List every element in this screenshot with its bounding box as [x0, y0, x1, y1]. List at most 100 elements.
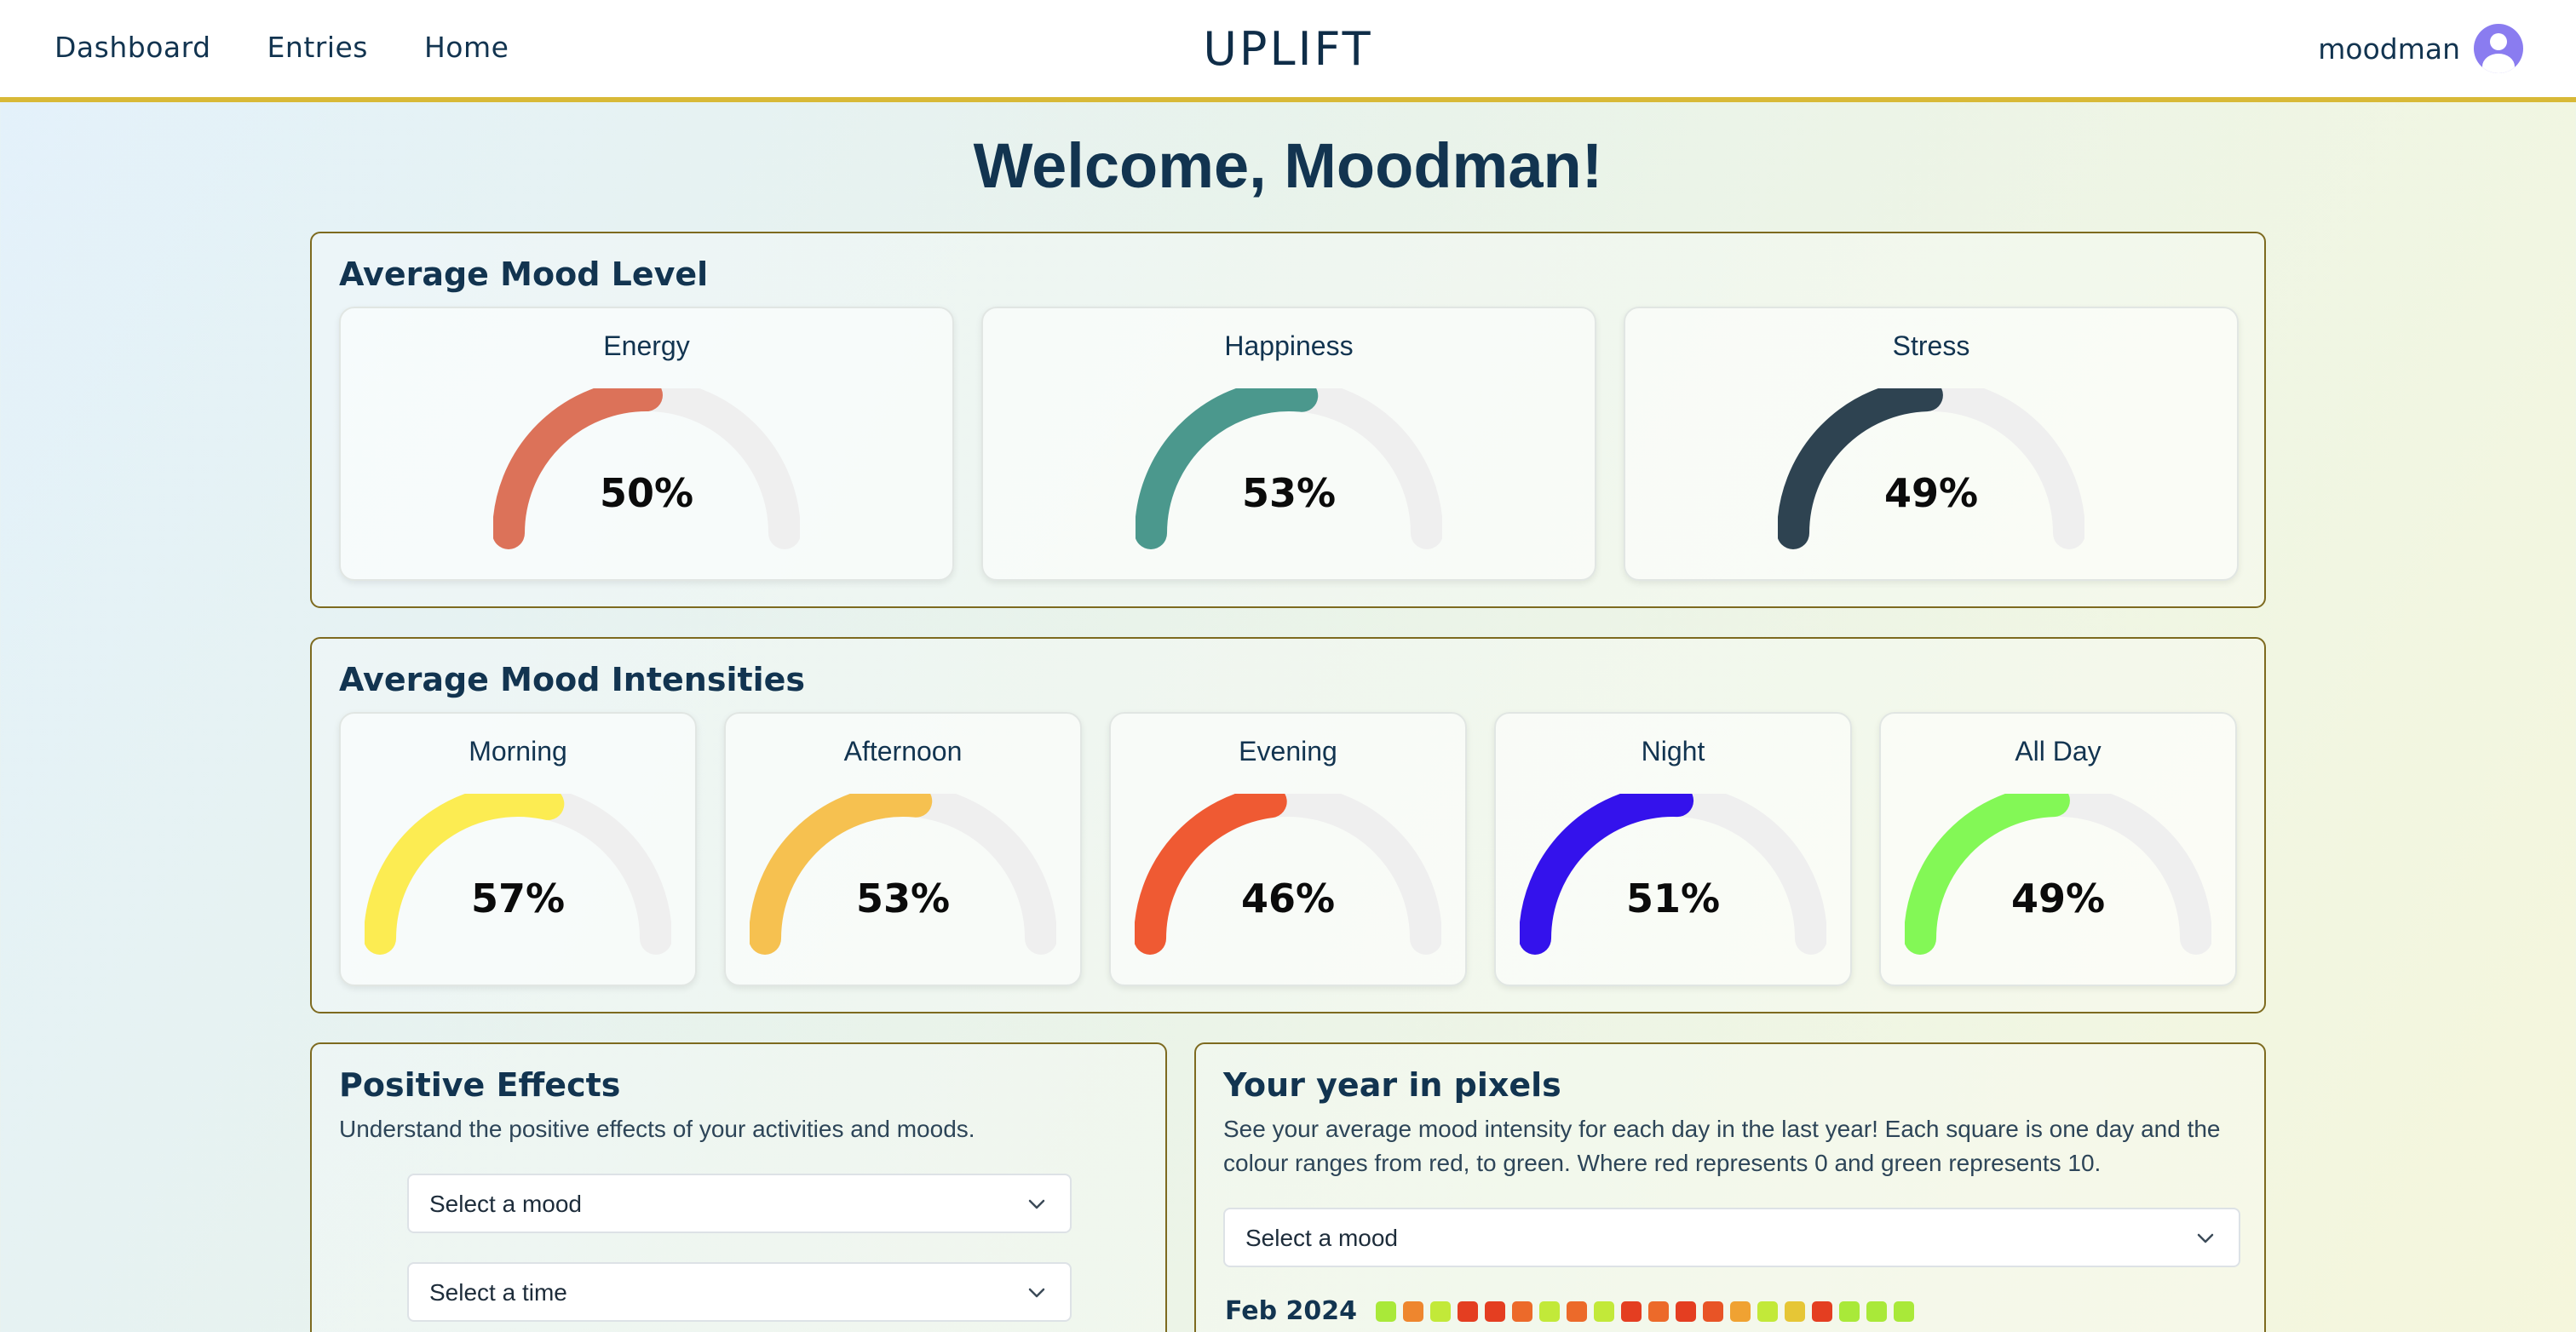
gauge-all-day: 49% [1905, 794, 2211, 956]
gauge-label: Night [1641, 736, 1705, 766]
pixel-day[interactable] [1703, 1300, 1724, 1322]
gauge-card-happiness: Happiness 53% [981, 307, 1596, 581]
gauge-label: Stress [1892, 330, 1970, 361]
time-select[interactable]: Select a time [407, 1262, 1072, 1322]
gauge-afternoon: 53% [750, 794, 1056, 956]
gauge-fill [493, 388, 663, 549]
pixel-day[interactable] [1866, 1300, 1888, 1322]
gauge-morning: 57% [365, 794, 671, 956]
nav-entries-link[interactable]: Entries [267, 31, 368, 64]
year-in-pixels-panel: Your year in pixels See your average moo… [1194, 1042, 2266, 1332]
pixel-day[interactable] [1567, 1300, 1588, 1322]
gauge-arc [365, 794, 671, 955]
pixel-day[interactable] [1512, 1300, 1533, 1322]
chevron-down-icon [1028, 1199, 1045, 1209]
user-menu[interactable]: moodman [2318, 24, 2523, 73]
gauge-value: 46% [1240, 876, 1336, 921]
gauge-value: 49% [2010, 876, 2106, 921]
pixel-day[interactable] [1621, 1300, 1642, 1322]
pixels-month-row: Feb 2024 [1225, 1296, 1921, 1326]
gauge-arc [493, 388, 800, 549]
main-nav: Dashboard Entries Home [55, 31, 509, 64]
gauge-stress: 49% [1778, 388, 2084, 550]
nav-home-link[interactable]: Home [423, 31, 509, 64]
gauge-fill [365, 794, 565, 955]
gauge-happiness: 53% [1136, 388, 1442, 550]
gauge-card-morning: Morning 57% [339, 712, 697, 986]
pixel-day[interactable] [1539, 1300, 1561, 1322]
mood-intensities-panel: Average Mood Intensities Morning 57% Aft… [310, 637, 2266, 1013]
gauge-card-night: Night 51% [1494, 712, 1852, 986]
pixel-day[interactable] [1730, 1300, 1751, 1322]
chevron-down-icon [1028, 1288, 1045, 1298]
mood-level-panel: Average Mood Level Energy 50% Happiness … [310, 232, 2266, 608]
gauge-fill [1905, 794, 2070, 955]
gauge-value: 57% [470, 876, 566, 921]
gauge-energy: 50% [493, 388, 800, 550]
pixel-day[interactable] [1430, 1300, 1452, 1322]
pixel-day[interactable] [1376, 1300, 1397, 1322]
gauge-value: 51% [1625, 876, 1721, 921]
gauge-night: 51% [1520, 794, 1826, 956]
gauge-card-afternoon: Afternoon 53% [724, 712, 1082, 986]
gauge-label: Morning [469, 736, 567, 766]
gauge-fill [750, 794, 933, 955]
mood-level-title: Average Mood Level [339, 255, 709, 293]
positive-effects-panel: Positive Effects Understand the positive… [310, 1042, 1167, 1332]
gauge-value: 53% [855, 876, 951, 921]
gauge-fill [1136, 388, 1319, 549]
gauge-label: Evening [1239, 736, 1337, 766]
gauge-value: 53% [1241, 470, 1337, 516]
positive-effects-title: Positive Effects [339, 1066, 621, 1104]
year-in-pixels-title: Your year in pixels [1223, 1066, 1561, 1104]
gauge-evening: 46% [1135, 794, 1441, 956]
pixel-day[interactable] [1403, 1300, 1424, 1322]
brand-logo-wrap: UPLIFT [0, 22, 2576, 76]
pixel-day[interactable] [1485, 1300, 1506, 1322]
pixel-day[interactable] [1894, 1300, 1915, 1322]
pixel-day[interactable] [1757, 1300, 1779, 1322]
gauge-arc [1905, 794, 2211, 955]
gauge-arc [1136, 388, 1442, 549]
brand-logo[interactable]: UPLIFT [1203, 22, 1373, 76]
gauge-label: Happiness [1224, 330, 1354, 361]
pixels-mood-select-value: Select a mood [1245, 1225, 1398, 1251]
pixel-day[interactable] [1785, 1300, 1806, 1322]
gauge-label: Energy [603, 330, 690, 361]
user-avatar-icon[interactable] [2474, 24, 2523, 73]
pixel-day[interactable] [1839, 1300, 1860, 1322]
gauge-arc [750, 794, 1056, 955]
top-navbar: Dashboard Entries Home UPLIFT moodman [0, 0, 2576, 102]
page-title: Welcome, Moodman! [973, 130, 1603, 201]
gauge-value: 49% [1883, 470, 1979, 516]
chevron-down-icon [2197, 1233, 2214, 1243]
positive-effects-subtitle: Understand the positive effects of your … [339, 1116, 975, 1142]
pixel-squares [1376, 1300, 1921, 1322]
pixel-day[interactable] [1594, 1300, 1615, 1322]
pixels-mood-select[interactable]: Select a mood [1223, 1208, 2240, 1267]
mood-select-value: Select a mood [429, 1191, 582, 1217]
gauge-fill [1778, 388, 1943, 549]
pixel-day[interactable] [1676, 1300, 1697, 1322]
gauge-arc [1778, 388, 2084, 549]
gauge-card-evening: Evening 46% [1109, 712, 1467, 986]
pixel-day[interactable] [1648, 1300, 1670, 1322]
year-in-pixels-description-line2: colour ranges from red, to green. Where … [1223, 1150, 2102, 1176]
pixel-day[interactable] [1812, 1300, 1833, 1322]
username[interactable]: moodman [2318, 32, 2460, 66]
avatar-shoulders [2482, 54, 2515, 73]
mood-select[interactable]: Select a mood [407, 1174, 1072, 1233]
gauge-value: 50% [599, 470, 694, 516]
gauge-fill [1135, 794, 1287, 955]
avatar-head [2490, 33, 2507, 50]
gauge-card-all-day: All Day 49% [1879, 712, 2237, 986]
gauge-arc [1135, 794, 1441, 955]
pixels-month-label: Feb 2024 [1225, 1296, 1358, 1326]
mood-intensities-title: Average Mood Intensities [339, 661, 806, 698]
gauge-label: Afternoon [843, 736, 963, 766]
gauge-card-stress: Stress 49% [1624, 307, 2239, 581]
year-in-pixels-description-line1: See your average mood intensity for each… [1223, 1116, 2221, 1142]
time-select-value: Select a time [429, 1279, 567, 1306]
nav-dashboard-link[interactable]: Dashboard [55, 31, 211, 64]
pixel-day[interactable] [1458, 1300, 1479, 1322]
